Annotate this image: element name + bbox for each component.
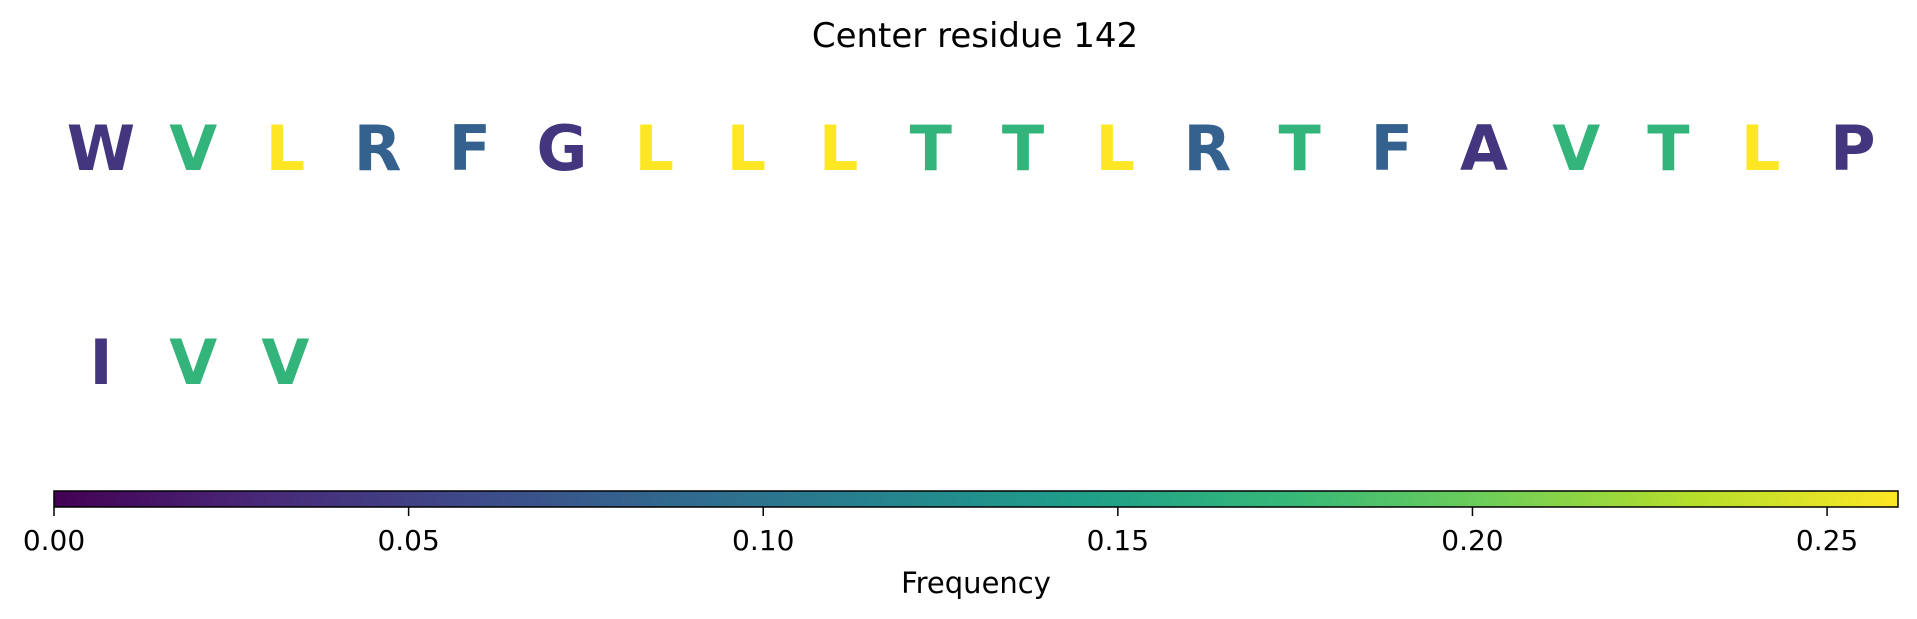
residue-letter: L: [1741, 112, 1781, 185]
residue-letter: F: [1371, 112, 1413, 185]
colorbar-tick-label: 0.15: [1087, 524, 1149, 557]
residue-letter: T: [1647, 112, 1689, 185]
residue-letter: L: [634, 112, 674, 185]
residue-letter: T: [1278, 112, 1320, 185]
residue-letter: R: [1184, 112, 1232, 185]
colorbar-ticks: 0.00 0.05 0.10 0.15 0.20 0.25: [23, 507, 1858, 557]
residue-letter: V: [169, 326, 217, 399]
residue-letter: F: [449, 112, 491, 185]
colorbar-tick-label: 0.00: [23, 524, 85, 557]
residue-letter: T: [1002, 112, 1044, 185]
colorbar: 0.00 0.05 0.10 0.15 0.20 0.25 Frequency: [23, 490, 1899, 600]
residue-letter: L: [1095, 112, 1135, 185]
colorbar-tick-label: 0.10: [732, 524, 794, 557]
chart-title: Center residue 142: [812, 16, 1138, 56]
colorbar-tick-label: 0.05: [377, 524, 439, 557]
residue-letter: W: [67, 112, 135, 185]
residue-letter: I: [89, 326, 112, 399]
colorbar-gradient: [53, 490, 1899, 508]
residue-letter: L: [727, 112, 767, 185]
colorbar-label: Frequency: [901, 566, 1051, 600]
residue-grid: W V L R F G L L L T T L R T F A V T L PI V V: [67, 112, 1876, 399]
residue-letter: T: [910, 112, 952, 185]
colorbar-tick-label: 0.20: [1441, 524, 1503, 557]
residue-letter: G: [537, 112, 588, 185]
residue-letter: V: [169, 112, 217, 185]
residue-letter: R: [354, 112, 402, 185]
residue-letter: P: [1830, 112, 1875, 185]
residue-letter: V: [1552, 112, 1600, 185]
residue-letter: L: [266, 112, 306, 185]
residue-letter: L: [819, 112, 859, 185]
residue-letter: V: [261, 326, 309, 399]
residue-letter: A: [1460, 112, 1508, 185]
colorbar-tick-label: 0.25: [1796, 524, 1858, 557]
